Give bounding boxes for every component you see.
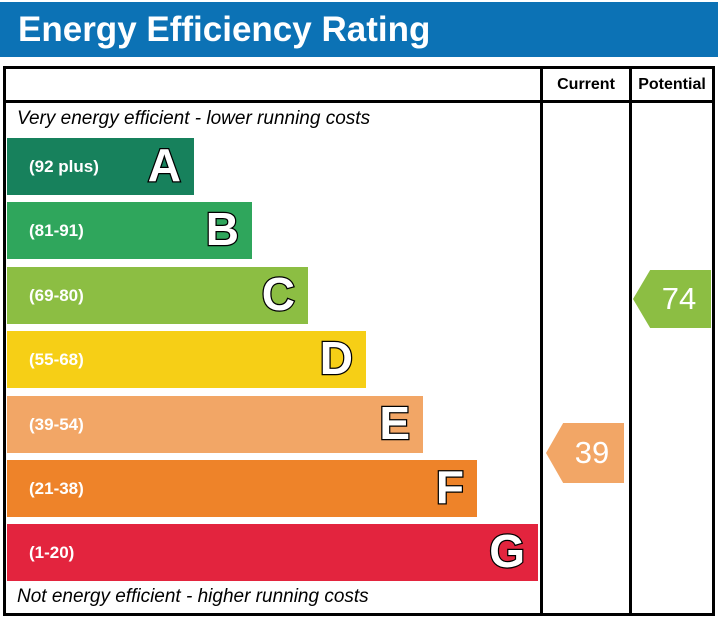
top-note: Very energy efficient - lower running co… <box>17 108 371 129</box>
potential-column-header: Potential <box>638 76 706 93</box>
header-row-divider <box>6 100 712 103</box>
chart-title: Energy Efficiency Rating <box>18 9 431 49</box>
bottom-note: Not energy efficient - higher running co… <box>17 586 369 607</box>
rating-band: (1-20) G <box>7 524 538 581</box>
rating-band: (39-54) E <box>7 396 423 453</box>
current-column-divider <box>540 69 543 613</box>
current-rating-arrow: 39 <box>546 423 624 483</box>
rating-band: (21-38) F <box>7 460 477 517</box>
band-letter: F <box>435 460 466 513</box>
band-letter: C <box>261 267 297 320</box>
band-letter: B <box>205 202 241 255</box>
band-range-label: (55-68) <box>29 349 84 369</box>
rating-band: (69-80) C <box>7 267 308 324</box>
band-letter: G <box>488 524 526 577</box>
band-range-label: (39-54) <box>29 414 84 434</box>
band-letter: A <box>147 138 183 191</box>
chart-title-bar: Energy Efficiency Rating <box>0 2 718 57</box>
rating-table: Current Potential Very energy efficient … <box>3 66 715 616</box>
current-rating-value: 39 <box>574 435 610 470</box>
current-column-header: Current <box>557 76 615 93</box>
band-range-label: (69-80) <box>29 285 84 305</box>
rating-band: (92 plus) A <box>7 138 194 195</box>
band-range-label: (92 plus) <box>29 156 99 176</box>
rating-band: (81-91) B <box>7 202 252 259</box>
band-letter: D <box>319 331 355 384</box>
potential-column-divider <box>629 69 632 613</box>
rating-band: (55-68) D <box>7 331 366 388</box>
potential-rating-arrow: 74 <box>633 270 711 328</box>
band-range-label: (81-91) <box>29 220 84 240</box>
band-range-label: (1-20) <box>29 542 75 562</box>
band-letter: E <box>378 396 411 449</box>
potential-rating-value: 74 <box>661 281 697 316</box>
band-range-label: (21-38) <box>29 478 84 498</box>
